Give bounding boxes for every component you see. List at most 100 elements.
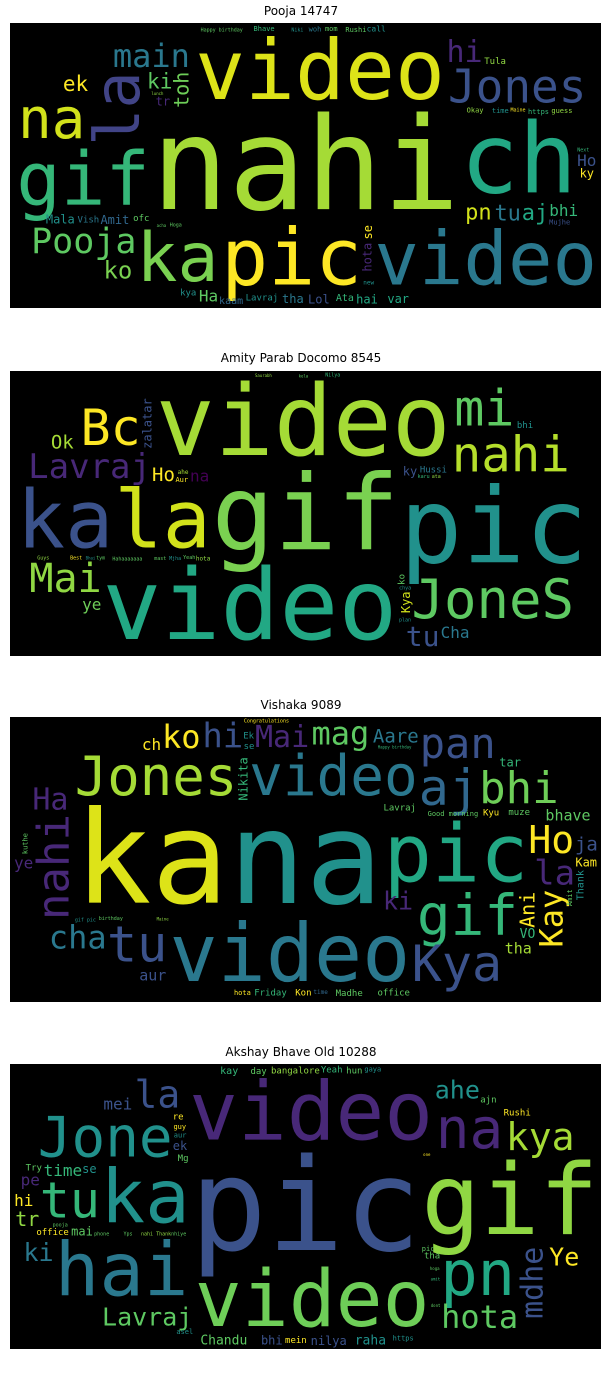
word-tha: tha [424,1251,440,1261]
word-pe: pe [21,1171,40,1190]
word-video: video [156,371,451,479]
word-aur: aur [139,967,166,985]
word-ahe: ahe [435,1075,480,1104]
word-pic: pic [221,213,362,303]
word-ko: ko [162,718,201,756]
word-maine: Maine [157,917,170,922]
word-time: time [44,1161,83,1180]
word-jones: Jones [75,745,238,808]
word-ja: ja [575,834,598,856]
word-mei: mei [103,1095,132,1114]
word-kya: Kya [412,935,502,993]
word-lavraj: Lavraj [102,1303,192,1332]
word-tha: tha [505,939,532,957]
word-kya: kya [180,288,196,298]
word-na: na [436,1097,503,1162]
word-ek: Ek [243,732,254,742]
word-ata: Ata [336,293,354,304]
word-hoga: hoga [430,1266,440,1271]
word-kay: Kay [532,890,570,948]
word-bhi: bhi [517,421,533,431]
word-lavraj: Lavraj [28,447,151,487]
word-aur: aur [174,1131,187,1139]
word-nahi: nahi [29,814,80,920]
word-madhe: Madhe [336,989,363,999]
panel-title-1: Pooja 14747 [263,4,339,18]
word-bc: Bc [80,399,140,457]
word-amit: Amit [100,213,129,227]
word-okay: Okay [467,107,484,115]
word-tar: tar [499,756,521,770]
word-lol: Lol [308,292,330,306]
word-mom: mom [325,25,338,33]
word-nahi-thank: nahi Thank [141,1232,171,1238]
word-tu: tu [107,916,167,974]
word-cha: Cha [441,623,470,642]
word-pooja: pooja [53,1222,68,1228]
word-time: time [313,989,328,996]
word-ch: ch [460,102,577,215]
word-lavraj: Lavraj [246,293,279,303]
word-chandu: Chandu [200,1334,247,1349]
word-ek: ek [173,1139,188,1153]
word-ky: ky [580,167,594,181]
word-var: var [387,292,409,306]
word-hun: hun [346,1066,362,1076]
word-https: https [393,1334,414,1342]
word-ka: ka [74,785,228,934]
word-vo: VO [520,927,536,942]
word-yeah: Yeah [321,1065,343,1075]
word-jone: Jone [38,1106,173,1171]
word-hota: hota [361,243,375,272]
word-mast: mast [154,556,166,562]
word-kya: Kya [399,591,413,613]
word-nhiye: nhiye [171,1231,186,1237]
word-mi: mi [454,380,514,438]
word-best: Best [70,555,82,561]
word-gif: gif [417,883,518,948]
word-pooja: Pooja [31,222,136,262]
word-new: new [363,279,374,286]
word-re: re [173,1113,184,1123]
word-ho: Ho [528,818,574,862]
word-mai: Mai [29,556,101,602]
word-office: office [36,1228,69,1238]
word-la: la [114,473,210,566]
word-bhi: bhi [549,201,578,220]
word-hi: hi [14,1191,33,1210]
word-pic: pic [400,465,588,587]
word-jones: JoneS [412,568,575,631]
word-mdhe: mdhe [516,1247,551,1319]
word-toh: toh [170,72,194,108]
word-day: day [250,1067,267,1077]
word-se: se [244,742,255,752]
word-kaam: kaam [219,296,243,307]
word-ki: ki [383,887,413,916]
word-ho: Ho [152,464,175,486]
word-la: la [534,853,575,893]
word-nahi: nahi [452,426,570,483]
word-tr: tr [156,95,170,109]
word-ye: ye [82,595,101,614]
word-tym: tym [96,556,105,562]
word-ata: ata [432,474,441,480]
word-hi: hi [202,717,243,756]
wordcloud-panel-3: na ka pic video video gif Jones aj Kya tu bhi nahi p… [10,717,601,1002]
word-ani: Ani [515,892,539,928]
word-lavraj: Lavraj [383,803,416,813]
word-video: video [195,1255,430,1345]
word-nilya: Nilya [325,373,340,379]
word-se: se [361,225,375,239]
word-ahe: ahe [178,469,189,476]
word-yeah: Yeah [183,555,195,561]
word-birthday: birthday [99,916,123,922]
word-ko: ko [398,574,408,585]
word-amit: Amit [566,889,574,906]
word-saurabh: Saurabh [255,373,272,378]
word-next: Next [577,148,589,154]
word-video: video [374,217,597,303]
word-mag: mag [312,717,370,752]
word-ch: ch [142,735,161,754]
word-gif-pic: gif pic [75,917,96,923]
word-tu: tu [40,1172,100,1230]
